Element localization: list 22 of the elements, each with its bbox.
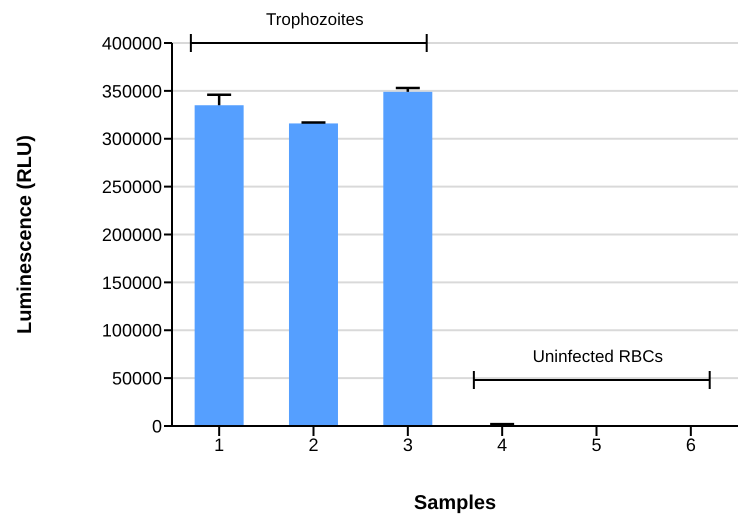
bar [383, 92, 432, 426]
x-tick-label: 3 [402, 434, 413, 455]
x-tick-label: 6 [686, 434, 696, 455]
y-tick-label: 100000 [102, 320, 162, 341]
x-axis-title: Samples [414, 492, 496, 514]
y-tick-label: 350000 [102, 81, 162, 102]
bar [194, 105, 244, 426]
x-tick-label: 4 [497, 434, 508, 455]
text: Trophozoites [266, 10, 364, 29]
bar [288, 123, 338, 426]
x-tick-label: 1 [214, 434, 224, 455]
y-tick-label: 50000 [112, 368, 162, 389]
y-tick-label: 250000 [102, 177, 162, 198]
y-tick-label: 200000 [102, 224, 162, 245]
y-tick-label: 400000 [102, 33, 162, 54]
annotation: Uninfected RBCs [532, 347, 663, 366]
x-tick-label: 2 [308, 434, 319, 455]
y-tick-label: 300000 [102, 129, 162, 150]
y-tick-label: 150000 [102, 272, 162, 293]
y-tick-label: 0 [152, 416, 162, 436]
y-axis-title: Luminescence (RLU) [14, 135, 36, 334]
x-tick-label: 5 [591, 434, 602, 455]
